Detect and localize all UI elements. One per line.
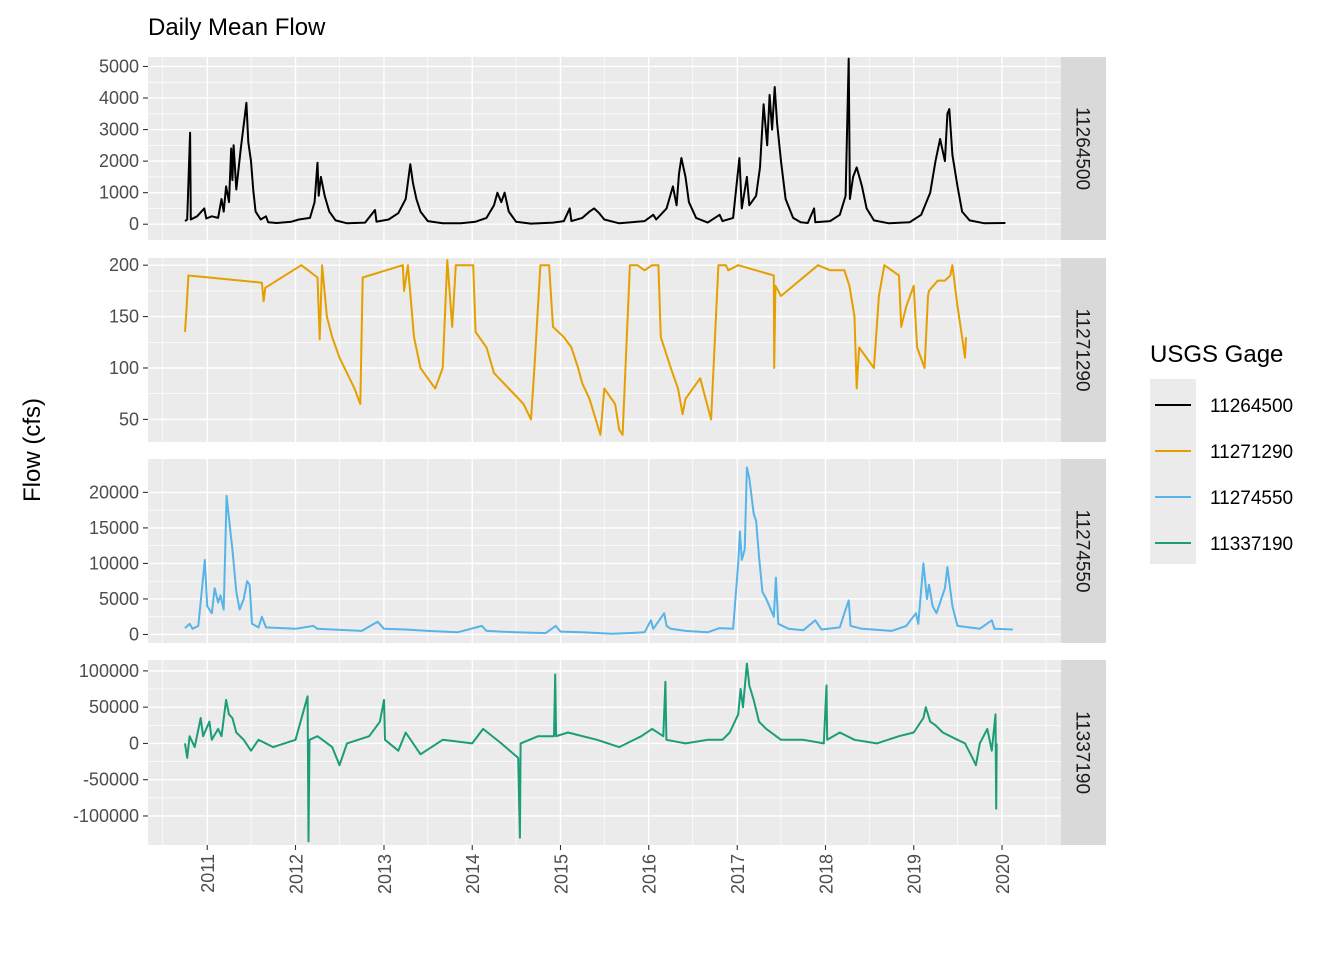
facet-panels: 0100020003000400050001126450050100150200…	[73, 56, 1106, 845]
legend-label: 11264500	[1210, 396, 1293, 417]
x-tick-label: 2016	[640, 854, 660, 894]
x-tick-label: 2013	[375, 854, 395, 894]
legend: USGS Gage 11264500 11271290 11274550 113371…	[1150, 341, 1293, 564]
y-tick-label: 10000	[89, 553, 139, 573]
legend-label: 11274550	[1210, 488, 1293, 509]
legend-key-background	[1150, 379, 1196, 564]
facet-strip-label: 11337190	[1072, 711, 1093, 794]
facet-strip	[1061, 57, 1106, 240]
facet-strip	[1061, 258, 1106, 442]
panel-11274550: 0 5000 10000 15000 20000 11274550	[89, 459, 1106, 644]
x-tick-label: 2012	[286, 854, 306, 894]
legend-label: 11271290	[1210, 442, 1293, 463]
facet-strip-label: 11274550	[1072, 509, 1093, 592]
series-line-11264500	[184, 57, 1006, 225]
legend-title: USGS Gage	[1150, 341, 1283, 368]
y-tick-label: 0	[129, 733, 139, 753]
series-line-11274550	[184, 466, 1013, 635]
y-tick-label: 15000	[89, 518, 139, 538]
y-tick-label: 50000	[89, 697, 139, 717]
x-tick-label: 2020	[993, 854, 1013, 894]
facet-strip	[1061, 660, 1106, 845]
y-tick-label: 4000	[99, 88, 139, 108]
y-tick-label: 100	[109, 358, 139, 378]
series-line-11271290	[184, 259, 967, 436]
x-tick-label: 2019	[905, 854, 925, 894]
y-tick-label: 0	[129, 214, 139, 234]
series-line-11337190	[184, 662, 998, 843]
y-tick-label: 5000	[99, 589, 139, 609]
legend-label: 11337190	[1210, 534, 1293, 555]
x-tick-label: 2015	[551, 854, 571, 894]
y-tick-label: 1000	[99, 183, 139, 203]
facet-strip-label: 11271290	[1072, 308, 1093, 391]
x-tick-label: 2011	[198, 854, 218, 893]
chart-title: Daily Mean Flow	[148, 14, 326, 41]
y-tick-label: 200	[109, 255, 139, 275]
y-tick-label: -50000	[83, 770, 139, 790]
y-tick-label: 150	[109, 307, 139, 327]
y-tick-label: 3000	[99, 120, 139, 140]
y-tick-label: -100000	[73, 806, 139, 826]
y-tick-label: 2000	[99, 151, 139, 171]
y-tick-label: 20000	[89, 482, 139, 502]
y-tick-label: 0	[129, 624, 139, 644]
legend-items: 11264500 11271290 11274550 11337190	[1155, 396, 1293, 555]
y-axis-label: Flow (cfs)	[19, 398, 46, 502]
facet-strip-label: 11264500	[1072, 107, 1093, 190]
y-tick-label: 100000	[79, 661, 139, 681]
x-tick-label: 2017	[728, 854, 748, 894]
panel-11264500: 0 1000 2000 3000 4000 5000 11264500	[99, 56, 1106, 240]
panel-11271290: 50 100 150 200 11271290	[109, 255, 1106, 442]
x-tick-label: 2014	[463, 854, 483, 894]
y-tick-label: 50	[119, 409, 139, 429]
x-axis: 2011 2012 2013 2014 2015 2016 2017 2018 2019 2020	[198, 845, 1013, 894]
y-tick-label: 5000	[99, 56, 139, 76]
facet-strip	[1061, 459, 1106, 643]
x-tick-label: 2018	[816, 854, 836, 894]
panel-11337190: -100000 -50000 0 50000 100000 11337190	[73, 660, 1106, 845]
